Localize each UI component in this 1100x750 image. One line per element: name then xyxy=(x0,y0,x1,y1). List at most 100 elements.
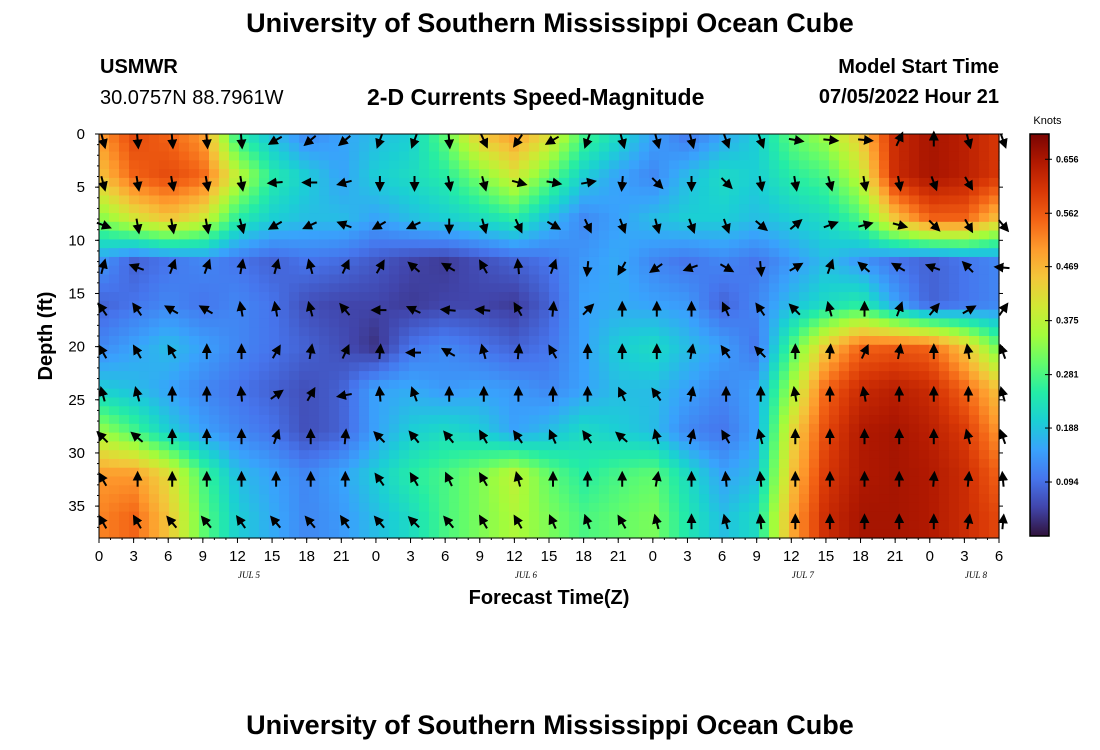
heatmap-cell xyxy=(799,485,810,495)
heatmap-cell xyxy=(309,239,320,249)
heatmap-cell xyxy=(379,450,390,460)
heatmap-cell xyxy=(979,221,990,232)
heatmap-cell xyxy=(769,502,780,513)
heatmap-cell xyxy=(259,371,270,381)
heatmap-cell xyxy=(779,397,790,407)
heatmap-cell xyxy=(939,134,950,144)
heatmap-cell xyxy=(409,529,420,539)
heatmap-cell xyxy=(589,327,600,337)
heatmap-cell xyxy=(129,213,140,223)
heatmap-cell xyxy=(389,485,400,495)
heatmap-cell xyxy=(249,520,260,530)
heatmap-cell xyxy=(339,406,350,416)
heatmap-cell xyxy=(539,177,550,188)
heatmap-cell xyxy=(159,379,170,390)
heatmap-cell xyxy=(629,134,640,144)
heatmap-cell xyxy=(589,502,600,513)
heatmap-cell xyxy=(479,362,490,372)
x-tick-label: 18 xyxy=(852,548,869,565)
heatmap-cell xyxy=(219,502,230,513)
heatmap-cell xyxy=(929,397,940,407)
heatmap-cell xyxy=(229,362,240,372)
heatmap-cell xyxy=(939,256,950,267)
heatmap-cell xyxy=(689,256,700,267)
heatmap-cell xyxy=(369,195,380,205)
heatmap-cell xyxy=(679,458,690,469)
heatmap-cell xyxy=(199,397,210,407)
heatmap-cell xyxy=(419,371,430,381)
heatmap-cell xyxy=(159,142,170,153)
heatmap-cell xyxy=(899,520,910,530)
heatmap-cell xyxy=(899,169,910,179)
heatmap-cell xyxy=(819,151,830,161)
heatmap-cell xyxy=(559,397,570,407)
heatmap-cell xyxy=(119,485,130,495)
heatmap-cell xyxy=(989,379,1000,390)
heatmap-cell xyxy=(439,169,450,179)
current-arrow xyxy=(962,305,977,315)
heatmap-cell xyxy=(459,511,470,522)
heatmap-cell xyxy=(519,397,530,407)
heatmap-cell xyxy=(379,379,390,390)
heatmap-cell xyxy=(989,511,1000,522)
heatmap-cell xyxy=(339,379,350,390)
heatmap-cell xyxy=(149,502,160,513)
heatmap-cell xyxy=(149,204,160,214)
heatmap-cell xyxy=(229,248,240,258)
heatmap-cell xyxy=(899,142,910,153)
heatmap-cell xyxy=(309,160,320,170)
heatmap-cell xyxy=(899,502,910,513)
heatmap-cell xyxy=(199,213,210,223)
heatmap-cell xyxy=(899,353,910,363)
heatmap-cell xyxy=(689,195,700,205)
heatmap-cell xyxy=(769,371,780,381)
heatmap-cell xyxy=(339,160,350,170)
heatmap-cell xyxy=(929,309,940,320)
heatmap-cell xyxy=(209,388,220,399)
heatmap-cell xyxy=(169,195,180,205)
heatmap-cell xyxy=(379,292,390,302)
heatmap-cell xyxy=(249,230,260,240)
heatmap-cell xyxy=(259,248,270,258)
current-arrow xyxy=(993,262,1010,273)
heatmap-cell xyxy=(369,336,380,346)
heatmap-cell xyxy=(479,441,490,451)
heatmap-cell xyxy=(349,415,360,425)
heatmap-cell xyxy=(979,327,990,337)
heatmap-cell xyxy=(589,529,600,539)
heatmap-cell xyxy=(159,169,170,179)
heatmap-cell xyxy=(329,458,340,469)
heatmap-cell xyxy=(279,300,290,311)
heatmap-cell xyxy=(989,318,1000,328)
heatmap-cell xyxy=(419,204,430,214)
heatmap-cell xyxy=(169,248,180,258)
heatmap-cell xyxy=(489,177,500,188)
current-arrow xyxy=(201,175,212,192)
heatmap-cell xyxy=(629,151,640,161)
heatmap-cell xyxy=(659,476,670,486)
heatmap-cell xyxy=(469,213,480,223)
heatmap-cell xyxy=(489,169,500,179)
heatmap-cell xyxy=(499,134,510,144)
heatmap-cell xyxy=(109,450,120,460)
heatmap-cell xyxy=(669,353,680,363)
heatmap-cell xyxy=(949,406,960,416)
heatmap-cell xyxy=(829,520,840,530)
heatmap-cell xyxy=(579,520,590,530)
heatmap-cell xyxy=(719,415,730,425)
heatmap-cell xyxy=(799,230,810,240)
heatmap-cell xyxy=(299,169,310,179)
heatmap-cell xyxy=(219,467,230,478)
heatmap-cell xyxy=(679,239,690,249)
heatmap-cell xyxy=(849,450,860,460)
heatmap-cell xyxy=(609,318,620,328)
heatmap-cell xyxy=(739,415,750,425)
heatmap-cell xyxy=(269,248,280,258)
heatmap-cell xyxy=(989,520,1000,530)
heatmap-cell xyxy=(399,142,410,153)
heatmap-cell xyxy=(799,195,810,205)
heatmap-cell xyxy=(399,450,410,460)
heatmap-cell xyxy=(399,529,410,539)
heatmap-cell xyxy=(109,423,120,434)
